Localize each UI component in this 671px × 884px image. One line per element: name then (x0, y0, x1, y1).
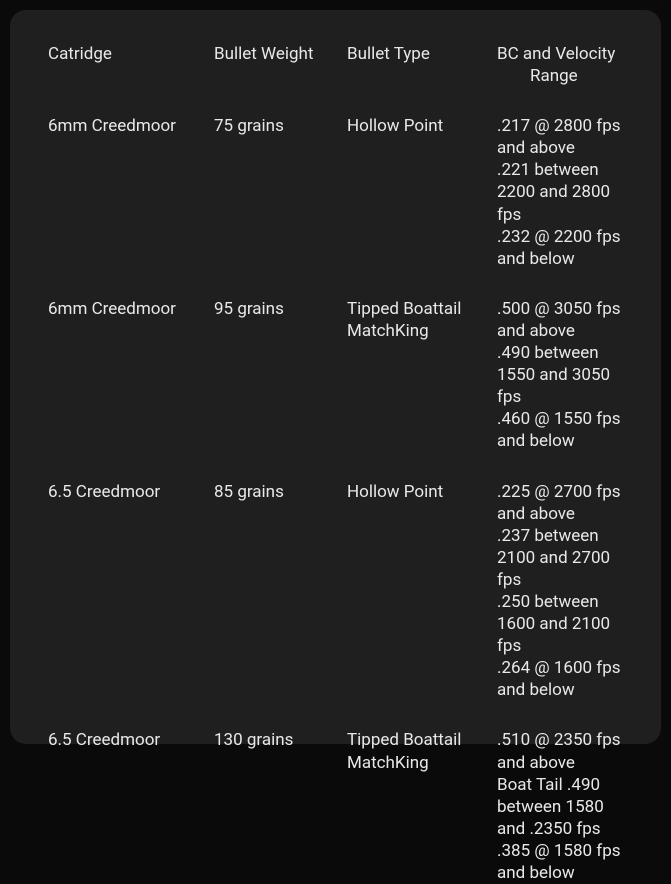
cell-bc: .225 @ 2700 fps and above.237 between 21… (497, 481, 623, 730)
table-container: Catridge Bullet Weight Bullet Type BC an… (10, 10, 661, 744)
header-bc-line2: Range (497, 65, 623, 87)
ballistics-table: Catridge Bullet Weight Bullet Type BC an… (48, 43, 623, 884)
bc-value-line: .460 @ 1550 fps and below (497, 408, 623, 452)
table-body: 6mm Creedmoor75 grainsHollow Point.217 @… (48, 115, 623, 884)
bc-value-line: .264 @ 1600 fps and below (497, 657, 623, 701)
cell-weight: 75 grains (214, 115, 347, 298)
table-row: 6mm Creedmoor95 grainsTipped Boattail Ma… (48, 298, 623, 481)
table-header-row: Catridge Bullet Weight Bullet Type BC an… (48, 43, 623, 115)
cell-type: Hollow Point (347, 115, 497, 298)
cell-type: Tipped Boattail MatchKing (347, 298, 497, 481)
cell-bc: .500 @ 3050 fps and above.490 between 15… (497, 298, 623, 481)
cell-bc: .510 @ 2350 fps and aboveBoat Tail .490 … (497, 729, 623, 884)
table-row: 6.5 Creedmoor85 grainsHollow Point.225 @… (48, 481, 623, 730)
cell-bc: .217 @ 2800 fps and above.221 between 22… (497, 115, 623, 298)
header-bc: BC and Velocity Range (497, 43, 623, 115)
bc-value-line: .490 between 1550 and 3050 fps (497, 342, 623, 408)
cell-type: Hollow Point (347, 481, 497, 730)
bc-value-line: .225 @ 2700 fps and above (497, 481, 623, 525)
cell-cartridge: 6.5 Creedmoor (48, 729, 214, 884)
cell-type: Tipped Boattail MatchKing (347, 729, 497, 884)
cell-cartridge: 6.5 Creedmoor (48, 481, 214, 730)
cell-cartridge: 6mm Creedmoor (48, 298, 214, 481)
bc-value-line: .385 @ 1580 fps and below (497, 840, 623, 884)
header-cartridge: Catridge (48, 43, 214, 115)
cell-weight: 85 grains (214, 481, 347, 730)
header-type: Bullet Type (347, 43, 497, 115)
table-row: 6.5 Creedmoor130 grainsTipped Boattail M… (48, 729, 623, 884)
bc-value-line: .217 @ 2800 fps and above (497, 115, 623, 159)
table-row: 6mm Creedmoor75 grainsHollow Point.217 @… (48, 115, 623, 298)
bc-value-line: .221 between 2200 and 2800 fps (497, 159, 623, 225)
cell-weight: 130 grains (214, 729, 347, 884)
bc-value-line: .250 between 1600 and 2100 fps (497, 591, 623, 657)
bc-value-line: .232 @ 2200 fps and below (497, 226, 623, 270)
bc-value-line: Boat Tail .490 between 1580 and .2350 fp… (497, 774, 623, 840)
cell-weight: 95 grains (214, 298, 347, 481)
bc-value-line: .500 @ 3050 fps and above (497, 298, 623, 342)
bc-value-line: .237 between 2100 and 2700 fps (497, 525, 623, 591)
header-weight: Bullet Weight (214, 43, 347, 115)
header-bc-line1: BC and Velocity (497, 44, 615, 64)
bc-value-line: .510 @ 2350 fps and above (497, 729, 623, 773)
cell-cartridge: 6mm Creedmoor (48, 115, 214, 298)
